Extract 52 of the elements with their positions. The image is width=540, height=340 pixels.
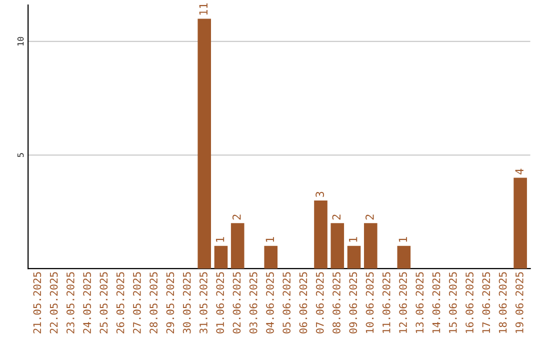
x-tick-label: 25.05.2025 — [100, 272, 108, 334]
x-tick-label: 03.06.2025 — [249, 272, 258, 334]
data-label: 3 — [316, 192, 324, 197]
x-tick-label: 16.06.2025 — [466, 272, 474, 333]
bar — [230, 223, 244, 269]
bar — [347, 246, 361, 269]
x-tick-label: 21.05.2025 — [33, 272, 42, 334]
bar — [214, 246, 228, 269]
x-tick-label: 13.06.2025 — [416, 272, 424, 333]
x-tick-label: 12.06.2025 — [399, 272, 407, 333]
x-tick-label: 06.06.2025 — [299, 272, 308, 334]
bar — [314, 200, 328, 269]
x-tick-label: 30.05.2025 — [182, 272, 191, 334]
bar — [514, 178, 527, 269]
bar — [397, 246, 411, 269]
bar — [264, 246, 278, 269]
x-tick-label: 24.05.2025 — [83, 272, 91, 334]
x-tick-label: 09.06.2025 — [349, 272, 358, 334]
y-tick-label: 10 — [17, 36, 24, 46]
x-tick-label: 22.05.2025 — [50, 272, 58, 334]
data-label: 1 — [266, 237, 274, 242]
data-label: 1 — [349, 237, 358, 242]
data-label: 2 — [365, 214, 374, 220]
y-tick-label: 5 — [17, 153, 24, 157]
x-tick-label: 04.06.2025 — [266, 272, 274, 334]
x-tick-label: 15.06.2025 — [448, 272, 457, 333]
x-tick-label: 05.06.2025 — [282, 272, 291, 334]
bar — [330, 223, 344, 269]
x-tick-label: 28.05.2025 — [150, 272, 158, 334]
data-label: 1 — [216, 237, 224, 242]
x-tick-label: 14.06.2025 — [432, 272, 440, 333]
x-tick-label: 23.05.2025 — [66, 272, 74, 334]
x-tick-label: 19.06.2025 — [515, 272, 524, 333]
x-tick-label: 08.06.2025 — [332, 272, 340, 334]
bar — [364, 223, 378, 269]
x-tick-label: 11.06.2025 — [382, 272, 390, 333]
x-tick-label: 26.05.2025 — [116, 272, 124, 334]
data-label: 4 — [515, 168, 524, 174]
x-tick-label: 17.06.2025 — [482, 272, 490, 333]
data-label: 2 — [332, 214, 340, 220]
bar — [198, 18, 211, 269]
x-tick-label: 02.06.2025 — [232, 272, 241, 334]
x-tick-label: 29.05.2025 — [166, 272, 174, 334]
data-label: 11 — [199, 3, 208, 15]
data-label: 1 — [398, 237, 407, 242]
x-tick-label: 10.06.2025 — [366, 272, 374, 333]
x-tick-label: 07.06.2025 — [316, 272, 324, 334]
x-tick-label: 31.05.2025 — [200, 272, 208, 334]
x-tick-label: 27.05.2025 — [133, 272, 141, 334]
x-tick-label: 18.06.2025 — [498, 272, 507, 333]
x-tick-label: 01.06.2025 — [216, 272, 224, 334]
data-label: 2 — [232, 214, 241, 220]
